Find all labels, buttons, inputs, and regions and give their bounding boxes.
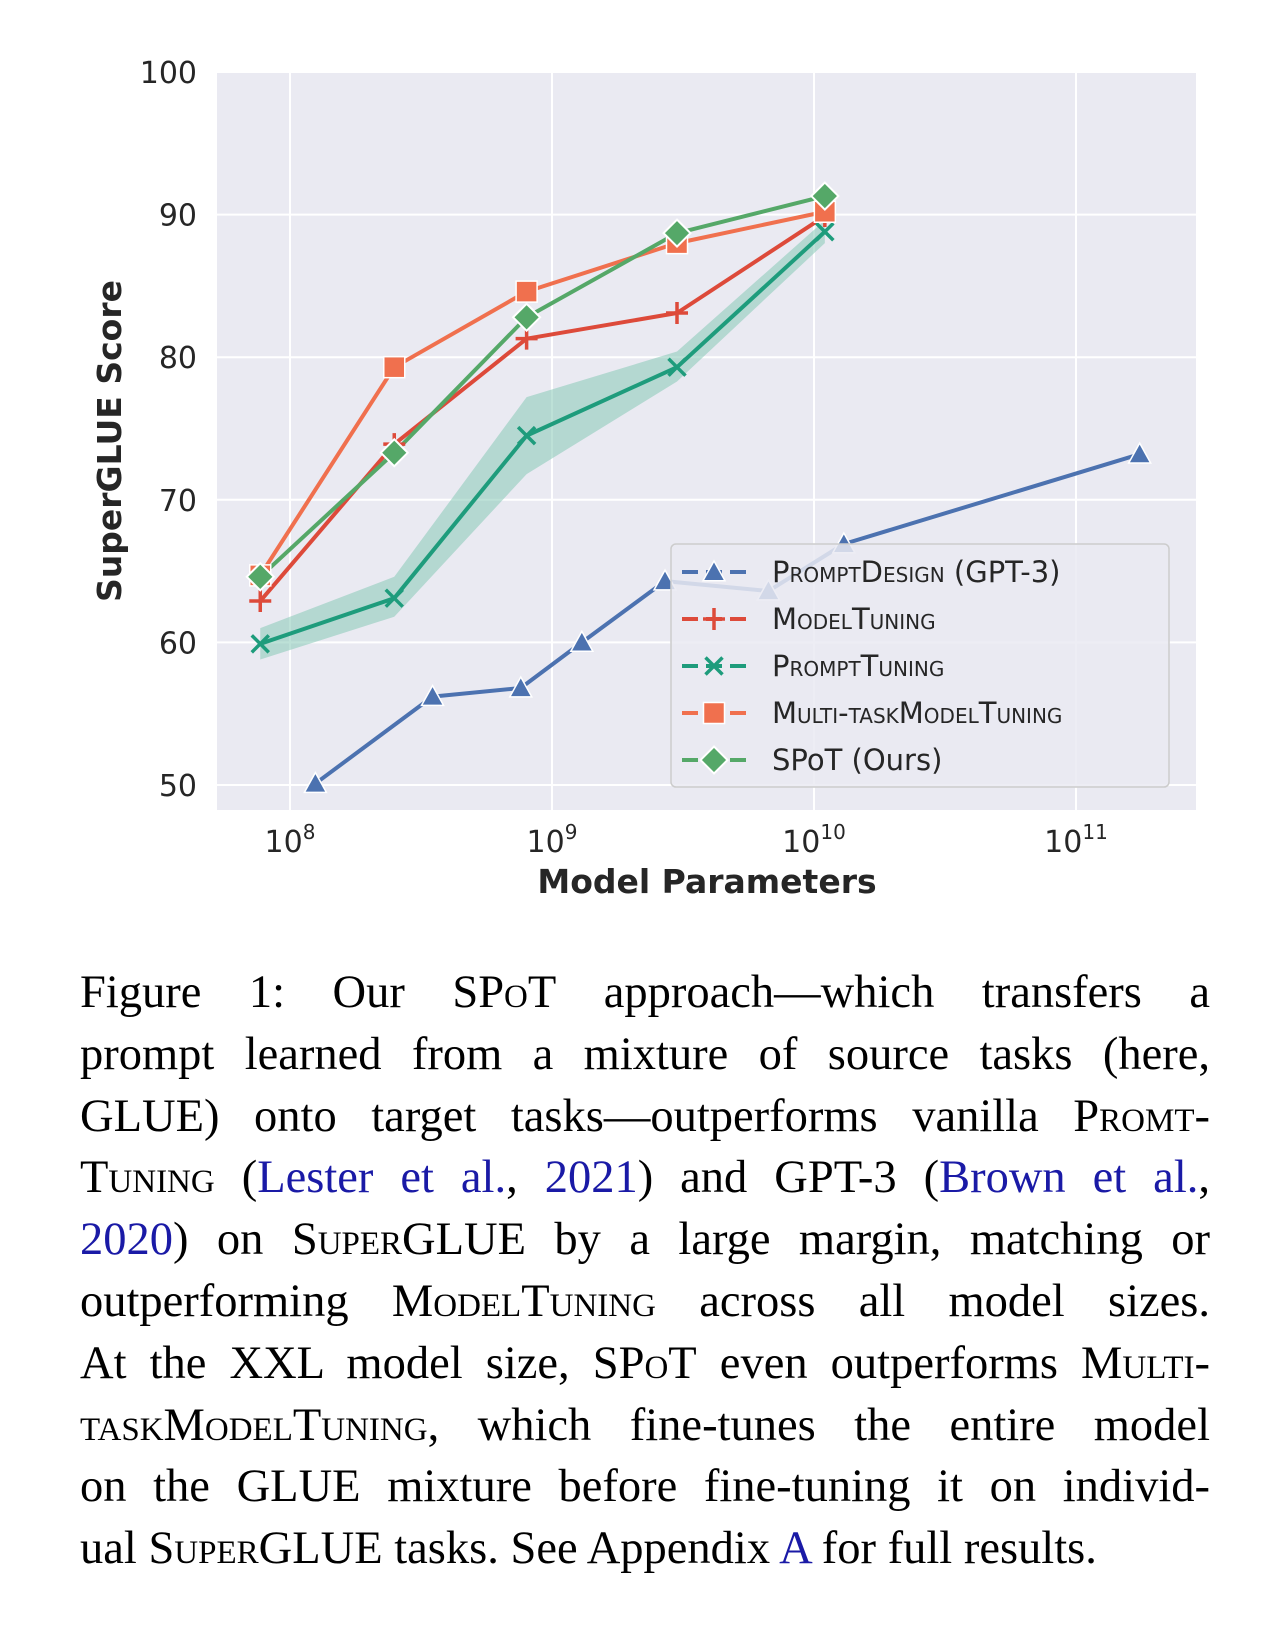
promptdesign-gpt-3-point [508, 675, 534, 698]
y-tick-80: 80 [159, 341, 197, 376]
caption-line: on the GLUE mixture before fine-tuning i… [80, 1461, 1210, 1513]
superglue-chart: 50 60 70 80 90 100 108 109 1010 1011 Model Param… [90, 56, 1196, 901]
figure-caption: Figure 1: Our SPoT approach—which transf… [80, 962, 1210, 1580]
promptdesign-gpt-3-point [1127, 441, 1152, 464]
promptdesign-gpt-3-point [303, 771, 328, 794]
spot-ours-point [809, 181, 840, 211]
x-tick-1e8: 108 [265, 820, 316, 860]
legend-swatch-marker [704, 656, 724, 676]
prompttuning-point [516, 425, 537, 446]
multi-taskmodeltuning-point [383, 355, 406, 379]
spot-ours-point [379, 437, 410, 468]
y-tick-50: 50 [159, 769, 197, 804]
multi-taskmodeltuning-point [515, 280, 538, 303]
y-tick-60: 60 [159, 626, 197, 661]
legend-label: PromptTuning [772, 649, 944, 683]
caption-line: ual SuperGLUE tasks. See Appendix A for … [80, 1523, 1097, 1575]
legend-item-promptdesign-gpt-3: PromptDesign (GPT-3) [682, 555, 1060, 589]
caption-line: Figure 1: Our SPoT approach—which transf… [80, 967, 1210, 1018]
promptdesign-gpt-3-point [569, 629, 595, 652]
promptdesign-gpt-3-point [420, 684, 445, 707]
spot-ours-point [662, 218, 692, 249]
caption-line: At the XXL model size, SPoT even outperf… [80, 1337, 1210, 1389]
confidence-bands [260, 220, 825, 660]
spot-ours-point [511, 302, 542, 333]
prompttuning-point [667, 357, 687, 377]
citation-link[interactable]: 2020 [80, 1214, 173, 1266]
citation-link[interactable]: 2021 [544, 1152, 638, 1204]
y-tick-70: 70 [159, 484, 197, 519]
modeltuning-point [666, 301, 689, 324]
y-tick-100: 100 [140, 56, 197, 91]
legend-label: PromptDesign (GPT-3) [772, 555, 1060, 589]
x-tick-1e10: 1010 [782, 820, 846, 860]
caption-line: 2020) on SuperGLUE by a large margin, ma… [80, 1214, 1210, 1266]
legend-label: ModelTuning [772, 602, 936, 636]
legend-item-prompttuning: PromptTuning [682, 649, 944, 683]
legend-label: Multi-taskModelTuning [772, 696, 1062, 730]
y-tick-labels: 50 60 70 80 90 100 [140, 56, 197, 804]
citation-link[interactable]: A [779, 1523, 811, 1575]
legend-swatch-marker [702, 701, 726, 725]
legend-item-multi-taskmodeltuning: Multi-taskModelTuning [682, 696, 1062, 730]
legend-swatch-marker [699, 745, 729, 775]
citation-link[interactable]: Brown et al. [939, 1152, 1199, 1204]
citation-link[interactable]: Lester et al. [257, 1152, 507, 1204]
prompttuning-point [815, 221, 835, 242]
prompttuning-point [250, 634, 270, 654]
x-axis-label: Model Parameters [537, 862, 876, 901]
legend-box [670, 543, 1170, 788]
modeltuning-point [249, 590, 272, 613]
y-axis-label: SuperGLUE Score [90, 280, 129, 602]
caption-line: prompt learned from a mixture of source … [80, 1028, 1210, 1080]
prompttuning-point [384, 588, 404, 608]
caption-line: GLUE) onto target tasks—outperforms vani… [80, 1090, 1210, 1142]
legend-swatch-marker [701, 559, 727, 582]
prompttuning-band [260, 220, 825, 660]
x-tick-labels: 108 109 1010 1011 [265, 820, 1108, 860]
y-tick-90: 90 [159, 199, 197, 234]
legend-item-modeltuning: ModelTuning [682, 602, 936, 636]
x-tick-1e9: 109 [527, 820, 578, 860]
caption-line: Tuning (Lester et al., 2021) and GPT-3 (… [80, 1152, 1210, 1204]
x-tick-1e11: 1011 [1044, 820, 1108, 860]
caption-line: outperforming ModelTuning across all mod… [80, 1275, 1210, 1327]
caption-line: taskModelTuning, which fine-tunes the en… [80, 1399, 1210, 1451]
spot-ours-point [245, 561, 276, 592]
legend-label: SPoT (Ours) [772, 743, 942, 777]
legend-swatch-marker [703, 608, 725, 630]
legend-item-spot-ours: SPoT (Ours) [682, 743, 942, 777]
legend: PromptDesign (GPT-3) ModelTuning PromptTun… [670, 543, 1170, 788]
